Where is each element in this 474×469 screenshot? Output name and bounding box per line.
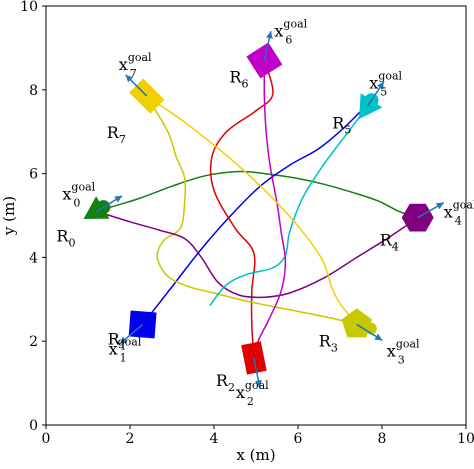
goal-label-7: xgoal 7 xyxy=(119,51,152,80)
goal-label-1: xgoal 1 xyxy=(109,335,142,364)
trajectory-2 xyxy=(209,60,274,359)
plot-frame xyxy=(45,5,467,426)
y-axis-label: y (m) xyxy=(0,196,18,236)
goal-arrow-5 xyxy=(366,81,385,107)
goal-arrow-6 xyxy=(263,31,273,61)
goal-label-3: xgoal 3 xyxy=(387,337,420,366)
x-tick-label: 8 xyxy=(378,431,387,447)
goal-arrow-1 xyxy=(119,323,144,345)
x-tick-label: 6 xyxy=(294,431,303,447)
robot-marker-5 xyxy=(359,93,383,119)
goal-label-5: xgoal 5 xyxy=(369,70,402,99)
trajectory-0 xyxy=(96,170,416,219)
robot-label-0: R0 xyxy=(56,226,75,249)
y-tick-label: 2 xyxy=(29,334,38,350)
robot-marker-0 xyxy=(83,196,111,219)
y-tick-label: 10 xyxy=(20,0,38,15)
x-tick-label: 0 xyxy=(42,431,51,447)
y-tick-label: 8 xyxy=(29,83,38,99)
robot-label-7: R7 xyxy=(107,123,126,146)
robot-label-2: R2 xyxy=(216,371,235,394)
goal-arrow-3 xyxy=(356,323,383,341)
trajectory-6 xyxy=(255,60,287,359)
trajectory-5 xyxy=(209,106,368,307)
robot-label-6: R6 xyxy=(229,67,248,90)
goal-label-0: xgoal 0 xyxy=(62,180,95,209)
robot-label-1: R1 xyxy=(108,329,127,352)
x-axis-label: x (m) xyxy=(236,446,275,464)
y-tick-label: 4 xyxy=(29,250,38,266)
x-tick-label: 2 xyxy=(126,431,135,447)
goal-arrow-0 xyxy=(96,195,123,212)
robot-label-4: R4 xyxy=(380,231,399,254)
axis-ticks: 0 2 4 6 8 10 0 2 4 6 8 10 xyxy=(20,0,474,447)
trajectory-7 xyxy=(146,95,358,325)
goal-label-4: xgoal4 xyxy=(444,199,474,228)
goal-label-6: xgoal 6 xyxy=(274,17,307,46)
robot-label-3: R3 xyxy=(319,331,338,354)
goal-arrows xyxy=(96,31,445,388)
goal-arrow-4 xyxy=(417,202,445,219)
goal-arrow-2 xyxy=(253,357,262,388)
y-tick-label: 0 xyxy=(29,418,38,434)
trajectory-lines xyxy=(96,60,419,359)
robot-marker-4 xyxy=(401,203,434,232)
x-tick-label: 10 xyxy=(457,431,474,447)
trajectory-1 xyxy=(142,106,366,325)
goal-arrow-7 xyxy=(125,74,148,97)
goal-label-2: xgoal 2 xyxy=(236,379,269,408)
robot-label-5: R5 xyxy=(332,114,351,137)
y-tick-label: 6 xyxy=(29,167,38,183)
trajectory-4 xyxy=(96,210,419,299)
x-tick-label: 4 xyxy=(210,431,219,447)
trajectory-3 xyxy=(146,95,357,326)
